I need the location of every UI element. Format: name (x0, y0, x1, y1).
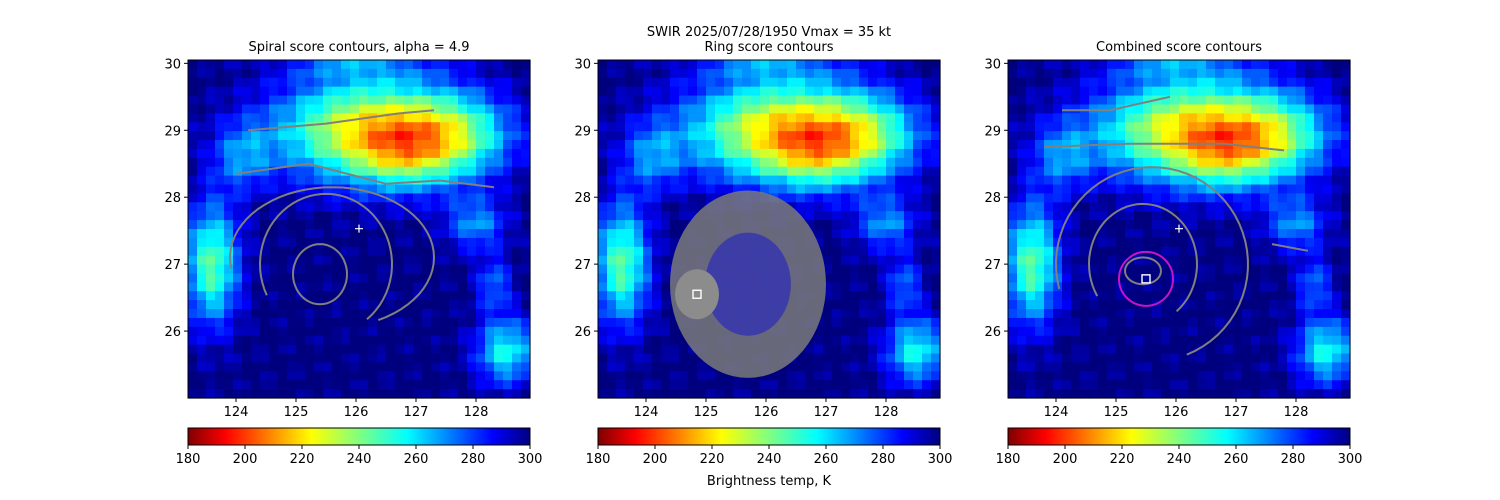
panel-title: Ring score contours (704, 40, 833, 55)
axes-frame (1007, 59, 1351, 399)
plus-marker (1175, 224, 1183, 233)
contour-line (247, 109, 435, 132)
brightness-temperature-image (1008, 60, 1351, 399)
x-tick-label: 125 (284, 405, 309, 420)
x-tick-label: 127 (814, 405, 839, 420)
square-marker (1141, 274, 1151, 284)
panel-1: Spiral score contours, alpha = 4.9 124 125… (164, 40, 542, 467)
colorbar-label: Brightness temp, K (707, 474, 832, 489)
x-tick-label: 125 (694, 405, 719, 420)
y-tick-label: 28 (164, 191, 181, 206)
x-tick-label: 128 (874, 405, 899, 420)
y-tick-label: 27 (574, 258, 591, 273)
y-tick-label: 26 (984, 325, 1001, 340)
colorbar-tick-label: 260 (814, 452, 839, 467)
x-tick-label: 126 (344, 405, 369, 420)
colorbar-tick-label: 220 (290, 452, 315, 467)
square-marker (692, 289, 702, 299)
y-tick-label: 26 (164, 325, 181, 340)
contour-line (258, 192, 394, 320)
colorbar-tick-label: 180 (586, 452, 611, 467)
x-tick-label: 124 (634, 405, 659, 420)
plus-marker (355, 224, 363, 233)
y-tick-label: 30 (574, 57, 591, 72)
x-tick-label: 125 (1104, 405, 1129, 420)
contour-line (1054, 166, 1249, 356)
colorbar-tick-label: 200 (643, 452, 668, 467)
contour-line (1043, 142, 1285, 152)
contour-line (235, 162, 495, 189)
contour-line (291, 243, 348, 306)
colorbar-tick-label: 240 (757, 452, 782, 467)
panels: Spiral score contours, alpha = 4.9 124 125… (164, 40, 1362, 467)
score-contours (228, 109, 495, 322)
x-tick-label: 127 (1224, 405, 1249, 420)
x-tick-label: 126 (1164, 405, 1189, 420)
colorbar-tick-label: 200 (233, 452, 258, 467)
colorbar-tick-label: 180 (176, 452, 201, 467)
panel-title: Spiral score contours, alpha = 4.9 (248, 40, 469, 55)
score-contours (1043, 95, 1309, 356)
brightness-temperature-image (188, 60, 531, 399)
colorbar-tick-label: 300 (928, 452, 953, 467)
contour-line (1271, 243, 1309, 252)
y-tick-label: 26 (574, 325, 591, 340)
colorbar-tick-label: 240 (347, 452, 372, 467)
y-tick-label: 28 (574, 191, 591, 206)
colorbar-tick-label: 220 (700, 452, 725, 467)
panel-2: Ring score contours 124 125 126 127 128 26 27 28… (574, 40, 952, 467)
colorbar-tick-label: 280 (871, 452, 896, 467)
center-circle (1118, 250, 1174, 307)
contour-line (1087, 202, 1199, 313)
colorbar-tick-label: 280 (461, 452, 486, 467)
contour-line (1123, 256, 1162, 286)
figure-suptitle: SWIR 2025/07/28/1950 Vmax = 35 kt (647, 25, 891, 40)
contour-line (228, 186, 436, 322)
colorbar-tick-label: 200 (1053, 452, 1078, 467)
colorbar-tick-label: 220 (1110, 452, 1135, 467)
ring-score-inner (705, 232, 791, 336)
colorbar-tick-label: 300 (518, 452, 543, 467)
colorbar-tick-label: 240 (1167, 452, 1192, 467)
x-tick-label: 126 (754, 405, 779, 420)
axes-frame (597, 59, 941, 399)
x-tick-label: 124 (224, 405, 249, 420)
ring-score-max-region (675, 269, 719, 320)
colorbar-gradient (187, 427, 531, 446)
y-tick-label: 30 (164, 57, 181, 72)
y-tick-label: 29 (984, 124, 1001, 139)
y-tick-label: 27 (164, 258, 181, 273)
colorbar-tick-label: 260 (1224, 452, 1249, 467)
x-tick-label: 124 (1044, 405, 1069, 420)
ring-score-region (670, 190, 826, 378)
colorbar: 180 200 220 240 260 280 300 (586, 427, 953, 467)
colorbar-tick-label: 300 (1338, 452, 1363, 467)
colorbar: 180 200 220 240 260 280 300 (996, 427, 1363, 467)
y-tick-label: 29 (574, 124, 591, 139)
x-tick-label: 128 (464, 405, 489, 420)
colorbar: 180 200 220 240 260 280 300 (176, 427, 543, 467)
y-tick-label: 30 (984, 57, 1001, 72)
axes-frame (187, 59, 531, 399)
x-tick-label: 128 (1284, 405, 1309, 420)
y-tick-label: 27 (984, 258, 1001, 273)
panel-3: Combined score contours 124 125 126 127 128 26… (984, 40, 1362, 467)
x-tick-label: 127 (404, 405, 429, 420)
colorbar-tick-label: 280 (1281, 452, 1306, 467)
y-tick-label: 29 (164, 124, 181, 139)
colorbar-gradient (1007, 427, 1351, 446)
contour-line (1062, 95, 1171, 112)
colorbar-tick-label: 180 (996, 452, 1021, 467)
panel-title: Combined score contours (1096, 40, 1262, 55)
colorbar-gradient (597, 427, 941, 446)
colorbar-tick-label: 260 (404, 452, 429, 467)
y-tick-label: 28 (984, 191, 1001, 206)
